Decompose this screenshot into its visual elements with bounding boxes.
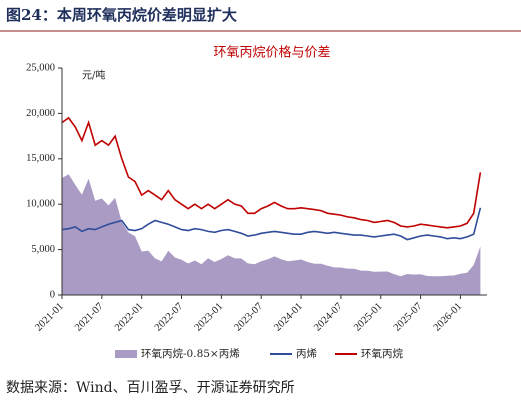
y-tick-label: 15,000 xyxy=(26,153,55,164)
y-unit: 元/吨 xyxy=(82,69,105,82)
x-tick-label: 2023-07 xyxy=(233,301,266,334)
x-tick-label: 2024-01 xyxy=(272,301,305,334)
x-tick-label: 2026-01 xyxy=(432,301,465,334)
x-tick-label: 2022-07 xyxy=(153,301,186,334)
x-tick-label: 2024-07 xyxy=(312,301,345,334)
x-tick-label: 2021-01 xyxy=(33,301,66,334)
legend-label: 环氧丙烷-0.85×丙烯 xyxy=(141,347,240,360)
y-tick-label: 10,000 xyxy=(26,199,55,210)
y-tick-label: 0 xyxy=(50,289,55,300)
chart-title: 环氧丙烷价格与价差 xyxy=(213,45,330,61)
price-line xyxy=(61,207,482,241)
price-line xyxy=(61,116,482,229)
x-tick-label: 2025-01 xyxy=(352,301,385,334)
x-tick-label: 2025-07 xyxy=(392,301,425,334)
y-tick-label: 5,000 xyxy=(31,244,55,255)
x-tick-label: 2021-07 xyxy=(73,301,106,334)
figure-title: 图24：本周环氧丙烷价差明显扩大 xyxy=(6,6,237,24)
legend-label: 环氧丙烷 xyxy=(361,347,403,360)
legend-label: 丙烯 xyxy=(296,347,317,360)
source-note: 数据来源：Wind、百川盈孚、开源证券研究所 xyxy=(6,380,295,396)
legend-swatch xyxy=(115,350,137,358)
spread-area xyxy=(62,174,481,295)
x-tick-label: 2023-01 xyxy=(193,301,226,334)
y-tick-label: 25,000 xyxy=(26,62,55,73)
x-tick-label: 2022-01 xyxy=(113,301,146,334)
y-tick-label: 20,000 xyxy=(26,108,55,119)
